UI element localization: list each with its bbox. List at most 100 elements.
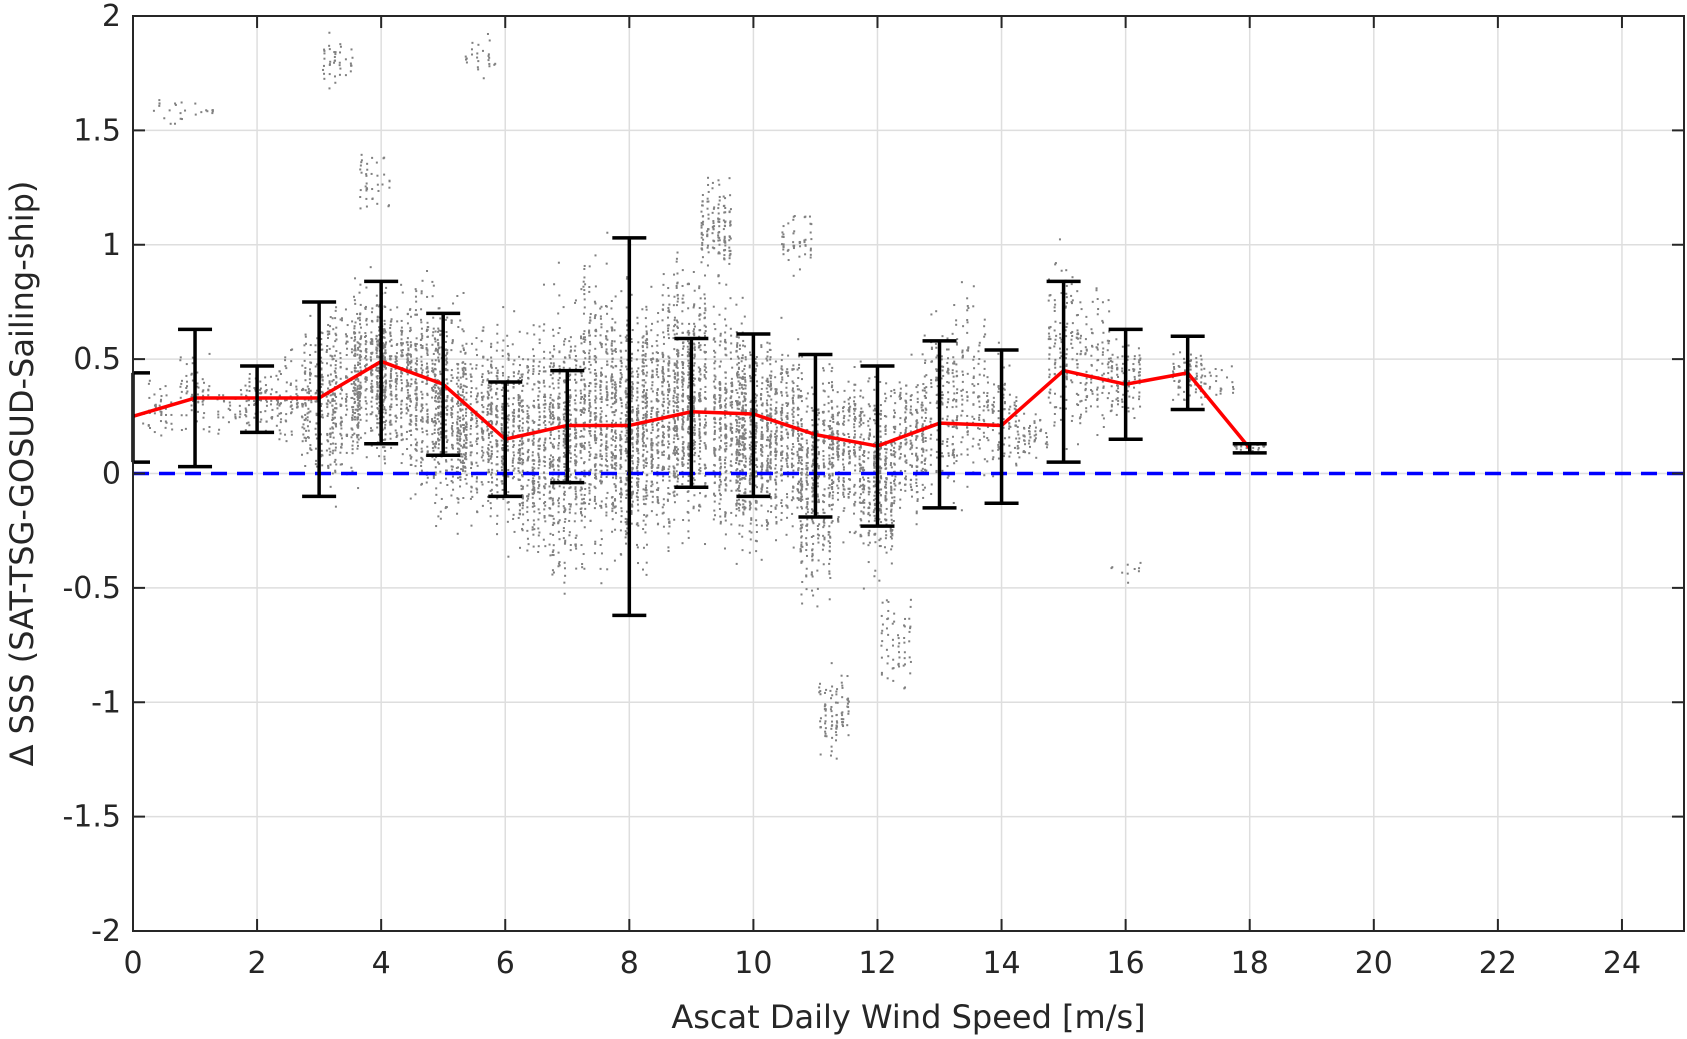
scatter-point — [345, 368, 348, 371]
scatter-point — [642, 385, 645, 388]
scatter-point — [495, 349, 498, 352]
scatter-point — [382, 384, 385, 387]
scatter-point — [365, 323, 368, 326]
scatter-point — [481, 364, 484, 367]
scatter-point — [395, 397, 398, 400]
scatter-point — [532, 441, 535, 444]
scatter-point — [438, 420, 441, 423]
scatter-point — [370, 387, 373, 390]
scatter-point — [351, 448, 354, 451]
scatter-point — [662, 525, 665, 528]
scatter-point — [562, 437, 565, 440]
scatter-point — [674, 323, 677, 326]
scatter-point — [389, 326, 392, 329]
scatter-point — [650, 387, 653, 390]
scatter-point — [344, 376, 347, 379]
scatter-point — [384, 391, 387, 394]
scatter-point — [353, 364, 356, 367]
scatter-point — [365, 205, 368, 208]
scatter-point — [185, 363, 188, 366]
scatter-point — [265, 399, 268, 402]
scatter-point — [371, 391, 374, 394]
scatter-point — [662, 360, 665, 363]
scatter-point — [538, 415, 541, 418]
scatter-point — [394, 415, 397, 418]
scatter-point — [548, 421, 551, 424]
scatter-point — [405, 403, 408, 406]
scatter-point — [383, 356, 386, 359]
scatter-point — [552, 521, 555, 524]
scatter-point — [583, 515, 586, 518]
scatter-point — [434, 473, 437, 476]
scatter-point — [495, 420, 498, 423]
scatter-point — [302, 423, 305, 426]
scatter-point — [507, 378, 510, 381]
scatter-point — [445, 363, 448, 366]
scatter-point — [568, 511, 571, 514]
scatter-point — [321, 454, 324, 457]
scatter-point — [389, 432, 392, 435]
scatter-point — [563, 356, 566, 359]
scatter-point — [593, 485, 596, 488]
scatter-point — [227, 407, 230, 410]
scatter-point — [414, 406, 417, 409]
scatter-point — [395, 357, 398, 360]
scatter-point — [459, 433, 462, 436]
scatter-point — [333, 75, 336, 78]
scatter-point — [160, 398, 163, 401]
scatter-point — [158, 99, 161, 102]
scatter-point — [163, 117, 166, 120]
scatter-point — [359, 323, 362, 326]
scatter-point — [490, 473, 493, 476]
scatter-point — [400, 343, 403, 346]
scatter-point — [698, 413, 701, 416]
scatter-point — [335, 402, 338, 405]
scatter-point — [553, 437, 556, 440]
scatter-point — [383, 395, 386, 398]
scatter-point — [414, 493, 417, 496]
scatter-point — [301, 426, 304, 429]
scatter-point — [201, 390, 204, 393]
scatter-point — [487, 443, 490, 446]
scatter-point — [332, 328, 335, 331]
scatter-point — [549, 357, 552, 360]
scatter-point — [303, 351, 306, 354]
scatter-point — [354, 302, 357, 305]
scatter-point — [581, 566, 584, 569]
scatter-point — [501, 480, 504, 483]
scatter-point — [356, 408, 359, 411]
scatter-point — [620, 515, 623, 518]
scatter-point — [414, 342, 417, 345]
scatter-point — [575, 547, 578, 550]
scatter-point — [164, 385, 167, 388]
scatter-point — [496, 514, 499, 517]
scatter-point — [630, 433, 633, 436]
scatter-point — [625, 429, 628, 432]
scatter-point — [400, 400, 403, 403]
scatter-point — [675, 285, 678, 288]
scatter-point — [502, 463, 505, 466]
scatter-point — [564, 391, 567, 394]
scatter-point — [445, 357, 448, 360]
scatter-point — [296, 394, 299, 397]
scatter-point — [662, 400, 665, 403]
scatter-point — [247, 399, 250, 402]
scatter-point — [563, 567, 566, 570]
scatter-point — [656, 499, 659, 502]
scatter-point — [704, 377, 707, 380]
scatter-point — [316, 399, 319, 402]
scatter-point — [410, 355, 413, 358]
scatter-point — [646, 450, 649, 453]
scatter-point — [285, 420, 288, 423]
scatter-point — [496, 522, 499, 525]
scatter-point — [461, 462, 464, 465]
scatter-point — [551, 550, 554, 553]
scatter-point — [673, 348, 676, 351]
scatter-point — [553, 345, 556, 348]
scatter-point — [190, 409, 193, 412]
scatter-point — [490, 365, 493, 368]
scatter-point — [620, 438, 623, 441]
scatter-point — [164, 407, 167, 410]
scatter-point — [414, 389, 417, 392]
scatter-point — [147, 424, 150, 427]
